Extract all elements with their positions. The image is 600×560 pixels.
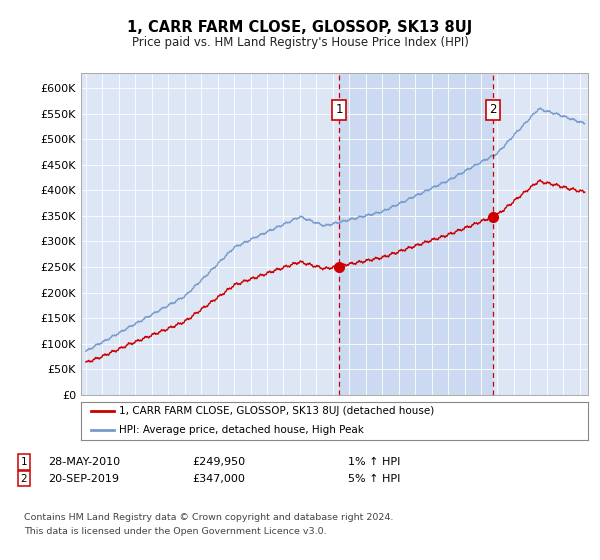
Text: 2: 2 xyxy=(489,103,497,116)
Text: HPI: Average price, detached house, High Peak: HPI: Average price, detached house, High… xyxy=(119,425,364,435)
Text: This data is licensed under the Open Government Licence v3.0.: This data is licensed under the Open Gov… xyxy=(24,528,326,536)
Text: 1, CARR FARM CLOSE, GLOSSOP, SK13 8UJ: 1, CARR FARM CLOSE, GLOSSOP, SK13 8UJ xyxy=(127,20,473,35)
Text: 2: 2 xyxy=(20,474,28,484)
Text: 28-MAY-2010: 28-MAY-2010 xyxy=(48,457,120,467)
Text: 20-SEP-2019: 20-SEP-2019 xyxy=(48,474,119,484)
Text: 1: 1 xyxy=(20,457,28,467)
Text: 1% ↑ HPI: 1% ↑ HPI xyxy=(348,457,400,467)
Text: Contains HM Land Registry data © Crown copyright and database right 2024.: Contains HM Land Registry data © Crown c… xyxy=(24,514,394,522)
Text: 1: 1 xyxy=(335,103,343,116)
Text: Price paid vs. HM Land Registry's House Price Index (HPI): Price paid vs. HM Land Registry's House … xyxy=(131,36,469,49)
Bar xyxy=(339,73,493,395)
Text: 1, CARR FARM CLOSE, GLOSSOP, SK13 8UJ (detached house): 1, CARR FARM CLOSE, GLOSSOP, SK13 8UJ (d… xyxy=(119,406,434,416)
Text: £347,000: £347,000 xyxy=(192,474,245,484)
Text: 5% ↑ HPI: 5% ↑ HPI xyxy=(348,474,400,484)
Text: £249,950: £249,950 xyxy=(192,457,245,467)
